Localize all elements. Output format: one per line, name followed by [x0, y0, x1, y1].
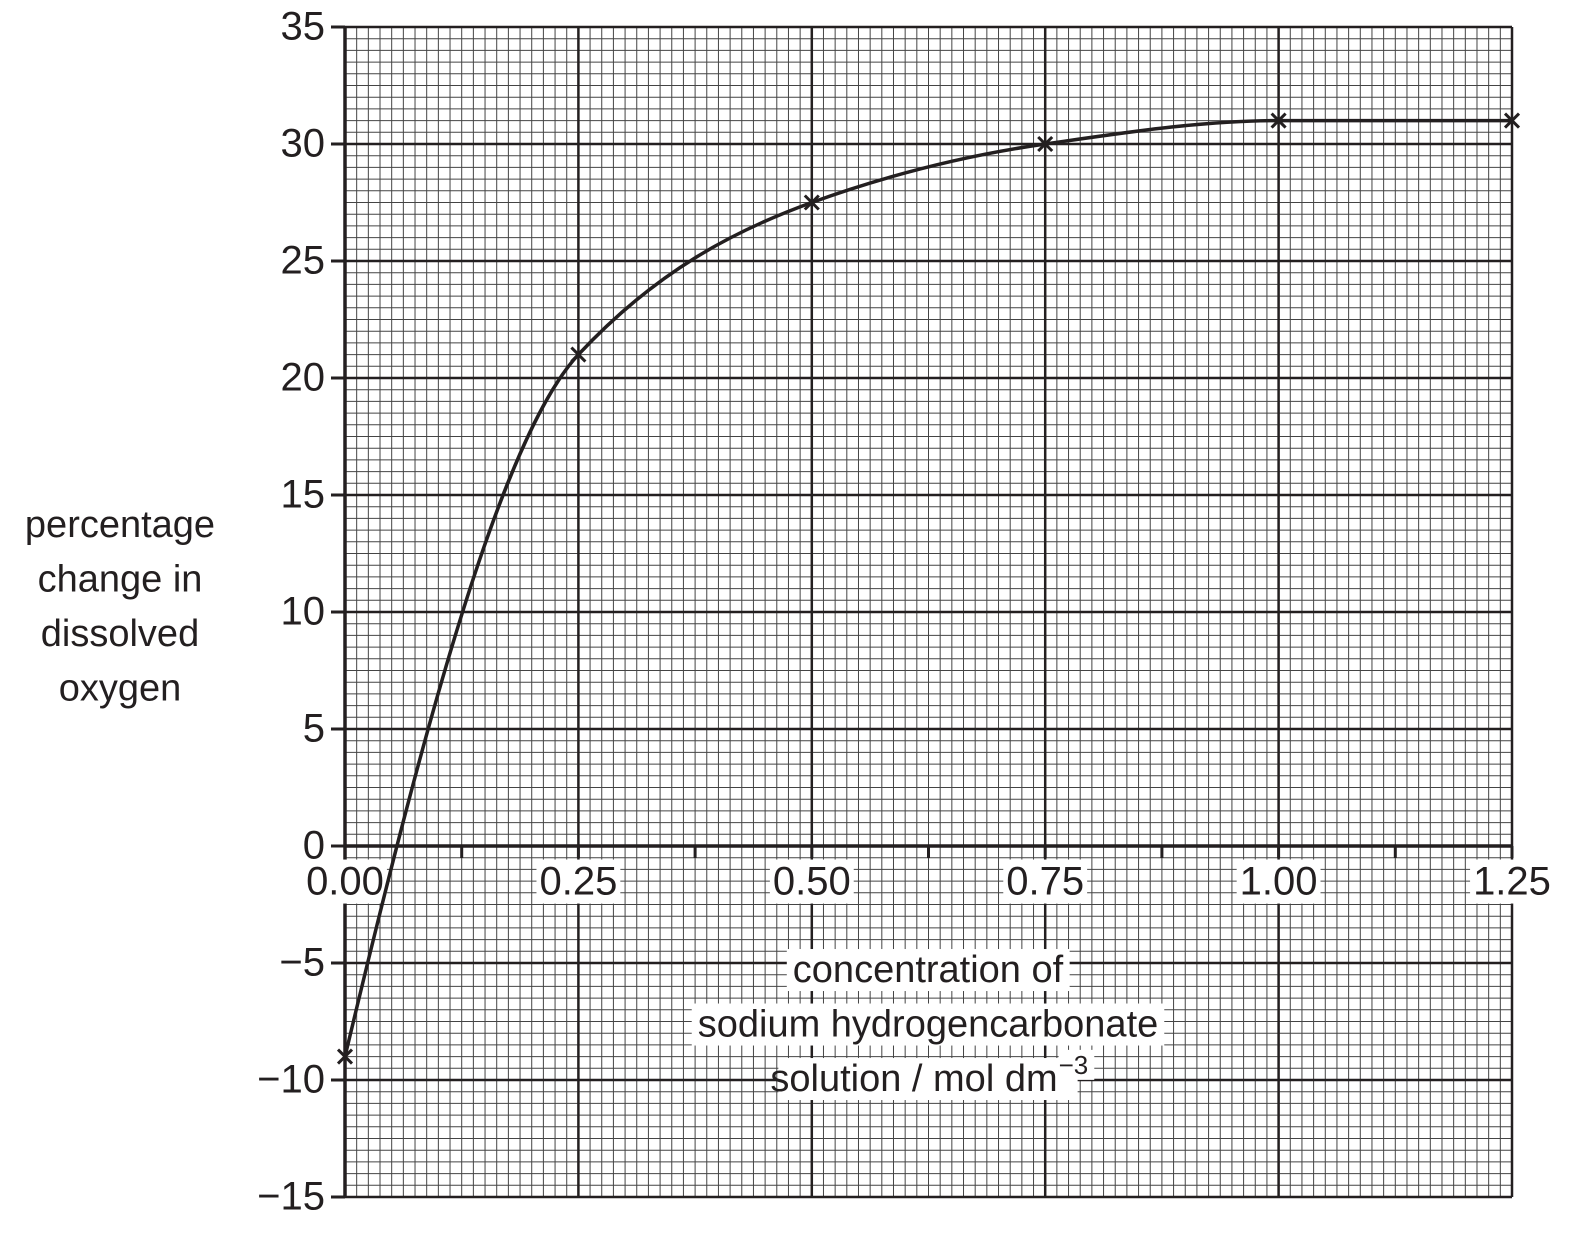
x-axis-label-background	[786, 949, 1070, 992]
x-tick-label-background	[1470, 859, 1554, 904]
y-tick-label: 20	[281, 356, 326, 400]
x-tick-label-background	[1236, 859, 1321, 904]
marks	[336, 112, 1521, 1065]
y-axis-label: dissolved	[41, 613, 199, 655]
x-tick-label-background	[1003, 859, 1088, 904]
data-point	[1270, 112, 1287, 129]
x-axis-label-background	[691, 1003, 1165, 1046]
data-point	[803, 194, 820, 211]
x-axis-label: concentration of	[793, 949, 1064, 991]
y-tick-label: 25	[281, 239, 326, 283]
y-axis-label: oxygen	[59, 668, 182, 710]
x-axis-label-exponent-background	[1058, 1049, 1095, 1080]
y-axis-label: change in	[38, 559, 203, 601]
data-point	[1503, 112, 1521, 129]
y-tick-label: −5	[279, 941, 325, 985]
x-tick-label-background	[769, 859, 854, 904]
x-tick-label-background	[303, 859, 387, 904]
x-tick-label: 0.25	[539, 860, 617, 904]
y-tick-label: 0	[303, 824, 325, 868]
x-axis-label: sodium hydrogencarbonate	[698, 1004, 1159, 1046]
x-tick-label: 0.50	[773, 860, 851, 904]
y-tick-label: 10	[281, 590, 326, 634]
x-axis-label-exponent: −3	[1059, 1050, 1089, 1080]
y-tick-label: 30	[281, 122, 326, 166]
labels: −15 −10 −5 0 5 10 15 20 25 30 35 0.00 0.25 0.50 0.75 1.…	[25, 5, 1554, 1219]
y-tick-label: 15	[281, 473, 326, 517]
y-tick-label: −10	[257, 1058, 325, 1102]
y-tick-label: 35	[281, 5, 326, 49]
x-axis-label-background	[778, 1058, 1078, 1101]
data-point	[570, 346, 587, 363]
x-tick-label: 0.00	[306, 860, 384, 904]
data-point	[1037, 135, 1054, 153]
x-axis-label: solution / mol dm	[770, 1058, 1057, 1100]
data-point	[336, 1048, 354, 1065]
axes	[331, 25, 1514, 1199]
y-tick-label: 5	[303, 707, 325, 751]
y-axis-label: percentage	[25, 504, 215, 546]
y-tick-label: −15	[257, 1175, 325, 1219]
x-tick-label: 0.75	[1006, 860, 1084, 904]
x-tick-label-background	[536, 859, 621, 904]
x-tick-label: 1.25	[1473, 860, 1551, 904]
x-tick-label: 1.00	[1240, 860, 1318, 904]
